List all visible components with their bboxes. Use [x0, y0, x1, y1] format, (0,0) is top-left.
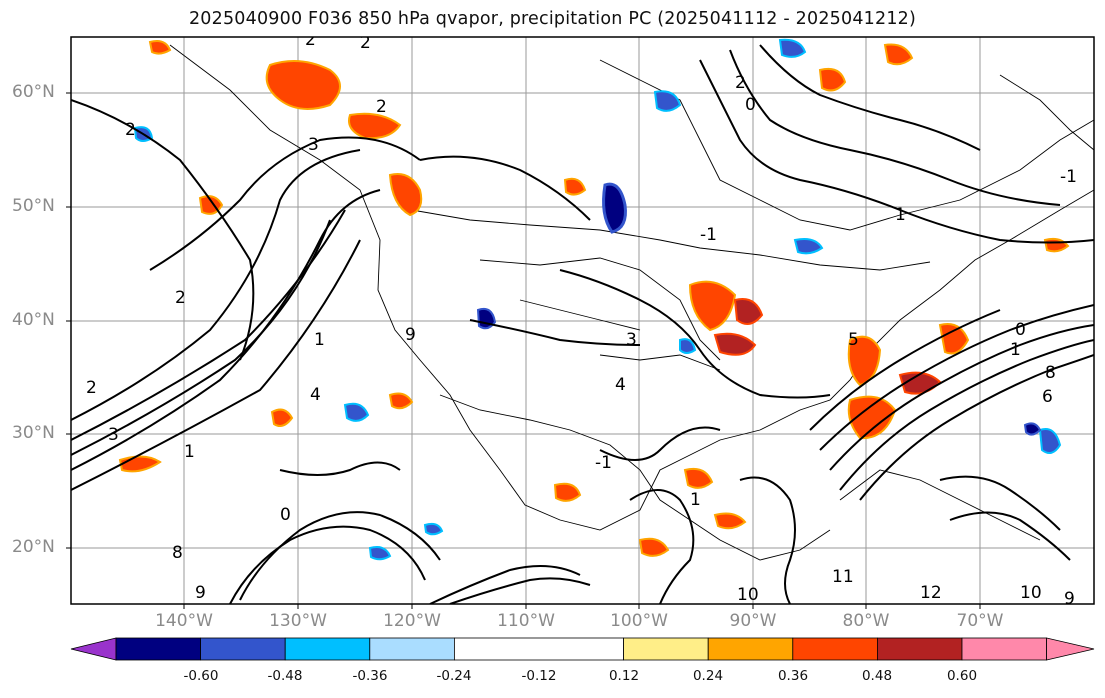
- colorbar-tick-label: -0.24: [436, 668, 472, 684]
- contour-label: 6: [1042, 387, 1053, 407]
- lat-label: 30°N: [12, 423, 55, 443]
- contour-label: 1: [690, 490, 701, 510]
- lat-label: 20°N: [12, 537, 55, 557]
- colorbar-segment: [961, 637, 1047, 661]
- map-title: 2025040900 F036 850 hPa qvapor, precipit…: [188, 9, 917, 29]
- lat-label: 50°N: [12, 196, 55, 216]
- colorbar-tick-label: 0.48: [861, 668, 893, 684]
- colorbar-segment: [200, 637, 286, 661]
- contour-label: 9: [195, 583, 206, 603]
- coastlines: [169, 44, 1094, 561]
- contour-label: 10: [1020, 583, 1042, 603]
- colorbar-tick-label: 0.24: [692, 668, 724, 684]
- contour-label: 8: [172, 543, 183, 563]
- contour-label: -1: [595, 453, 612, 473]
- contour-label: 2: [86, 378, 97, 398]
- contour-label: 1: [184, 442, 195, 462]
- contour-label: 3: [626, 330, 637, 350]
- colorbar-segment: [1046, 637, 1095, 661]
- lon-label: 100°W: [610, 611, 668, 631]
- colorbar-segment: [877, 637, 963, 661]
- contour-label: 11: [832, 567, 854, 587]
- lon-label: 80°W: [842, 611, 890, 631]
- axis-ticks: [66, 92, 981, 609]
- contour-label: 4: [615, 375, 626, 395]
- contour-label: 3: [308, 135, 319, 155]
- colorbar-segment: [369, 637, 455, 661]
- lon-label: 70°W: [956, 611, 1004, 631]
- contour-label: 2: [735, 73, 746, 93]
- contour-label: 1: [895, 205, 906, 225]
- contour-label: 3: [108, 425, 119, 445]
- colorbar: [70, 637, 1095, 661]
- colorbar-segment: [284, 637, 371, 661]
- contour-label: 1: [1010, 340, 1021, 360]
- contour-label: 8: [1045, 363, 1056, 383]
- lon-label: 120°W: [383, 611, 441, 631]
- colorbar-tick-label: -0.12: [521, 668, 557, 684]
- colorbar-tick-label: -0.60: [183, 668, 219, 684]
- contour-label: 10: [737, 585, 759, 605]
- colorbar-tick-label: -0.48: [267, 668, 303, 684]
- contour-label-group: 2 2 2 3 2 2 1 2 1 3 4 3 1 2 0 9 8 0 1 1 …: [86, 30, 1077, 609]
- colorbar-segment: [453, 637, 624, 661]
- contour-label: -1: [1060, 167, 1077, 187]
- contour-label: 2: [125, 120, 136, 140]
- colorbar-tick-label: 0.36: [777, 668, 809, 684]
- contour-label: 2: [305, 30, 316, 50]
- colorbar-segment: [792, 637, 878, 661]
- contour-label: 2: [376, 97, 387, 117]
- colorbar-segment: [115, 637, 201, 661]
- contour-label: 9: [405, 325, 416, 345]
- lat-label: 60°N: [12, 82, 55, 102]
- qvapor-contours: [71, 44, 1094, 604]
- contour-label: 0: [745, 95, 756, 115]
- precip-cool-areas: [133, 38, 1062, 561]
- contour-label: 0: [280, 505, 291, 525]
- colorbar-segment: [707, 637, 794, 661]
- contour-label: 9: [1064, 589, 1075, 609]
- contour-label: -1: [700, 225, 717, 245]
- lon-label: 140°W: [155, 611, 213, 631]
- colorbar-tick-label: -0.36: [352, 668, 388, 684]
- contour-label: 4: [310, 385, 321, 405]
- lon-label: 130°W: [269, 611, 327, 631]
- contour-label: 12: [920, 583, 942, 603]
- contour-label: 2: [175, 288, 186, 308]
- colorbar-tick-label: 0.12: [608, 668, 640, 684]
- colorbar-segment: [623, 637, 709, 661]
- lon-label: 110°W: [497, 611, 555, 631]
- contour-label: 5: [848, 330, 859, 350]
- lat-label: 40°N: [12, 310, 55, 330]
- contour-label: 2: [360, 33, 371, 53]
- contour-label: 0: [1015, 320, 1026, 340]
- colorbar-tick-label: 0.60: [946, 668, 978, 684]
- contour-label: 1: [314, 330, 325, 350]
- colorbar-segment: [70, 637, 117, 661]
- precip-warm-areas: [118, 40, 1070, 557]
- lon-label: 90°W: [729, 611, 777, 631]
